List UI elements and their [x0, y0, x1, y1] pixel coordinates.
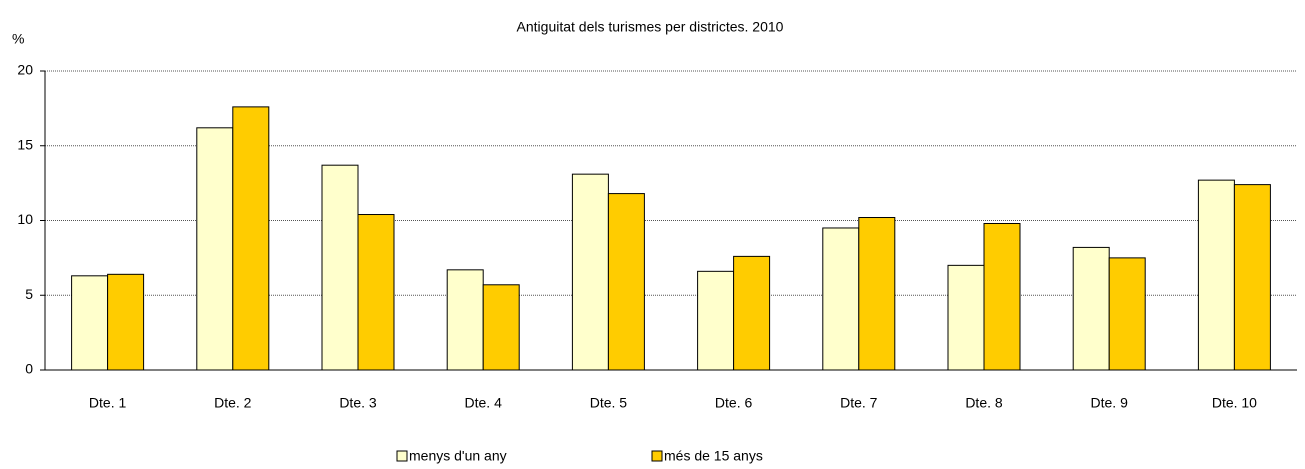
- bar: [822, 227, 860, 371]
- bar: [697, 270, 735, 371]
- legend-swatch: [651, 450, 663, 462]
- x-tick-label: Dte. 8: [965, 395, 1003, 411]
- bar: [733, 255, 771, 371]
- y-tick-label: 10: [17, 211, 33, 227]
- bar: [858, 217, 896, 371]
- bar: [1072, 246, 1110, 371]
- x-tick-label: Dte. 2: [214, 395, 252, 411]
- bar: [107, 273, 145, 371]
- y-tick-label: 0: [25, 361, 33, 377]
- bar: [357, 214, 395, 371]
- bar: [1197, 179, 1235, 371]
- x-tick-label: Dte. 3: [339, 395, 377, 411]
- x-tick-label: Dte. 7: [840, 395, 878, 411]
- bar: [1233, 184, 1271, 371]
- x-tick-label: Dte. 6: [715, 395, 753, 411]
- bar: [196, 127, 234, 371]
- x-tick-label: Dte. 10: [1212, 395, 1257, 411]
- y-tick-label: 5: [25, 286, 33, 302]
- y-tick-label: 20: [17, 62, 33, 78]
- legend-label: més de 15 anys: [664, 448, 763, 464]
- bar: [482, 284, 520, 371]
- x-tick-label: Dte. 5: [590, 395, 628, 411]
- x-tick-label: Dte. 1: [89, 395, 127, 411]
- bar: [232, 106, 270, 371]
- legend-label: menys d'un any: [409, 448, 507, 464]
- x-tick-label: Dte. 4: [465, 395, 503, 411]
- y-axis-label: %: [12, 31, 24, 47]
- legend-swatch: [396, 450, 408, 462]
- x-tick-label: Dte. 9: [1091, 395, 1129, 411]
- bar: [71, 275, 109, 371]
- y-tick-label: 15: [17, 136, 33, 152]
- bar: [321, 164, 359, 371]
- bar: [1108, 257, 1146, 371]
- bar: [571, 173, 609, 371]
- chart-title: Antiguitat dels turismes per districtes.…: [517, 19, 784, 35]
- bar: [607, 193, 645, 371]
- bar: [947, 264, 985, 371]
- bar: [446, 269, 484, 371]
- bar: [983, 222, 1021, 371]
